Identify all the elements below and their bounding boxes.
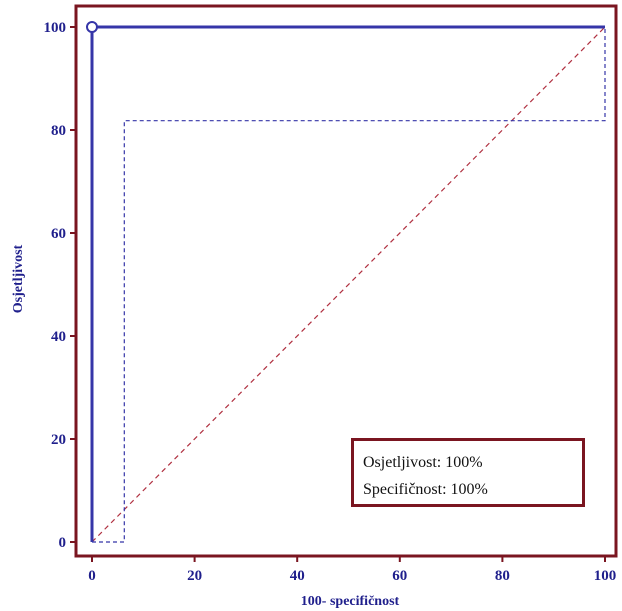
y-tick-label: 60 <box>51 226 66 242</box>
y-tick-label: 0 <box>59 535 67 551</box>
plot-frame <box>74 4 618 558</box>
x-axis-title: 100- specifičnost <box>301 594 400 609</box>
legend-box: Osjetljivost: 100% Specifičnost: 100% <box>351 438 585 507</box>
x-tick-label: 80 <box>495 568 510 584</box>
reference-diagonal-layer <box>91 26 606 543</box>
confidence-interval-layer <box>92 27 606 543</box>
legend-specificity: Specifičnost: 100% <box>363 481 488 498</box>
marker-layer <box>86 21 98 33</box>
y-tick-label: 20 <box>51 432 66 448</box>
x-tick-label: 60 <box>392 568 407 584</box>
legend-sensitivity: Osjetljivost: 100% <box>363 454 483 471</box>
y-tick-label: 80 <box>51 123 66 139</box>
x-tick-label: 20 <box>187 568 202 584</box>
y-tick-label: 40 <box>51 329 66 345</box>
operating-point-marker <box>86 21 98 33</box>
reference-diagonal <box>91 26 606 543</box>
y-axis-title: Osjetljivost <box>11 244 26 313</box>
x-tick-label: 40 <box>290 568 305 584</box>
x-tick-label: 0 <box>88 568 96 584</box>
x-tick-label: 100 <box>594 568 617 584</box>
x-axis-ticks: 0 20 40 60 80 100 <box>88 556 616 584</box>
confidence-bound <box>92 27 606 543</box>
y-tick-label: 100 <box>44 20 67 36</box>
y-axis-ticks: 0 20 40 60 80 100 <box>44 20 76 551</box>
